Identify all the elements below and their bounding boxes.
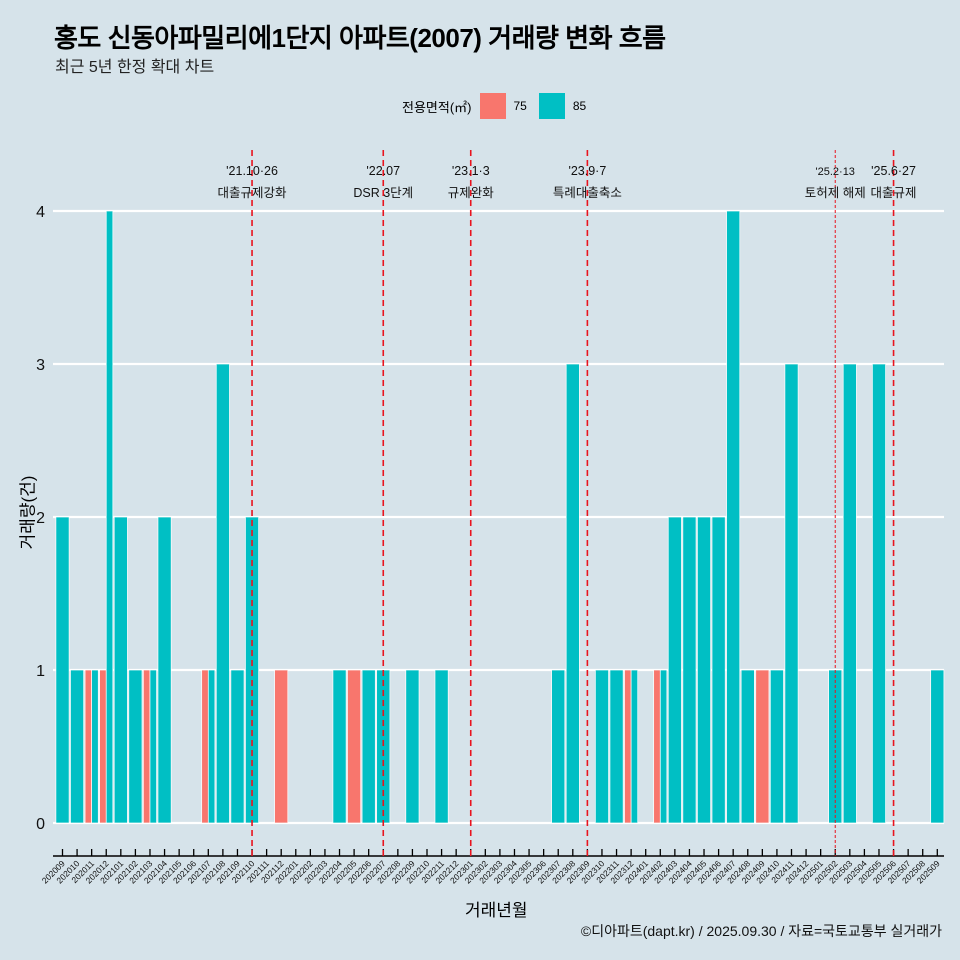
x-axis-label: 거래년월: [465, 901, 528, 920]
y-tick-label: 3: [36, 357, 45, 374]
bar-85-202308: [565, 363, 580, 824]
bar-85-202310: [595, 669, 609, 824]
event-date: '23.9·7: [568, 164, 606, 178]
event-date: '25.2·13: [816, 166, 855, 178]
event-label: 대출규제: [871, 186, 917, 200]
bar-85-202009: [55, 516, 70, 824]
bar-85-202211: [434, 669, 449, 824]
bar-85-202509: [930, 669, 945, 824]
bar-85-202209: [405, 669, 420, 824]
bar-85-202404: [682, 516, 697, 824]
bar-85-202204: [332, 669, 347, 824]
bar-85-202109: [230, 669, 245, 824]
bar-85-202503: [842, 363, 857, 824]
y-axis-label: 거래량(건): [18, 475, 38, 550]
chart-subtitle: 최근 5년 한정 확대 차트: [55, 59, 215, 76]
bar-85-202104: [157, 516, 172, 824]
bar-75-202107: [201, 669, 209, 824]
bar-75-202103: [143, 669, 151, 824]
bar-75-202402: [653, 669, 661, 824]
legend-key-85: [538, 93, 565, 119]
y-tick-label: 2: [36, 510, 45, 527]
legend: 전용면적(㎡) 75 85: [402, 93, 590, 119]
bar-75-202012: [99, 669, 107, 824]
bar-75-202312: [624, 669, 632, 824]
event-date: '22.07: [366, 164, 400, 178]
event-date: '21.10·26: [226, 164, 278, 178]
event-label: 토허제 해제: [805, 186, 866, 200]
bar-85-202312: [630, 669, 639, 824]
bar-85-202307: [551, 669, 566, 824]
bar-85-202402: [659, 669, 668, 824]
bar-85-202411: [784, 363, 799, 824]
bar-85-202406: [711, 516, 726, 824]
event-date: '25.6·27: [871, 164, 916, 178]
bar-85-202011: [91, 669, 99, 824]
bar-75-202112: [274, 669, 289, 824]
bar-85-202101: [113, 516, 128, 824]
y-tick-label: 0: [36, 816, 45, 833]
bar-85-202405: [697, 516, 711, 824]
bar-85-202103: [149, 669, 157, 824]
y-tick-label: 1: [36, 663, 45, 680]
bar-85-202403: [667, 516, 682, 824]
bar-75-202205: [347, 669, 362, 824]
bar-85-202108: [215, 363, 230, 824]
y-tick-label: 4: [36, 204, 45, 221]
bar-85-202407: [726, 210, 741, 824]
legend-label-75: 75: [513, 99, 527, 113]
bar-85-202012: [105, 210, 114, 824]
bar-85-202408: [740, 669, 755, 824]
event-label: 규제완화: [448, 186, 495, 200]
bar-85-202410: [769, 669, 784, 824]
event-label: DSR 3단계: [353, 186, 413, 200]
bar-75-202409: [755, 669, 770, 824]
bar-85-202010: [70, 669, 85, 824]
legend-label-85: 85: [572, 99, 587, 113]
bar-85-202206: [361, 669, 376, 824]
event-label: 특례대출축소: [553, 186, 622, 200]
bar-75-202011: [84, 669, 93, 824]
legend-key-75: [479, 93, 506, 119]
bar-85-202505: [872, 363, 886, 824]
event-date: '23.1·3: [452, 164, 490, 178]
bar-85-202102: [128, 669, 143, 824]
bar-85-202107: [207, 669, 216, 824]
legend-title: 전용면적(㎡): [402, 99, 472, 115]
event-label: 대출규제강화: [218, 186, 288, 200]
bar-85-202311: [609, 669, 624, 824]
chart-title: 홍도 신동아파밀리에1단지 아파트(2007) 거래량 변화 흐름: [54, 23, 666, 53]
source-caption: ©디아파트(dapt.kr) / 2025.09.30 / 자료=국토교통부 실…: [580, 923, 942, 939]
